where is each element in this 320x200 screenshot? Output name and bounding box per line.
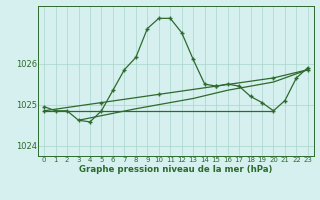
X-axis label: Graphe pression niveau de la mer (hPa): Graphe pression niveau de la mer (hPa) — [79, 165, 273, 174]
